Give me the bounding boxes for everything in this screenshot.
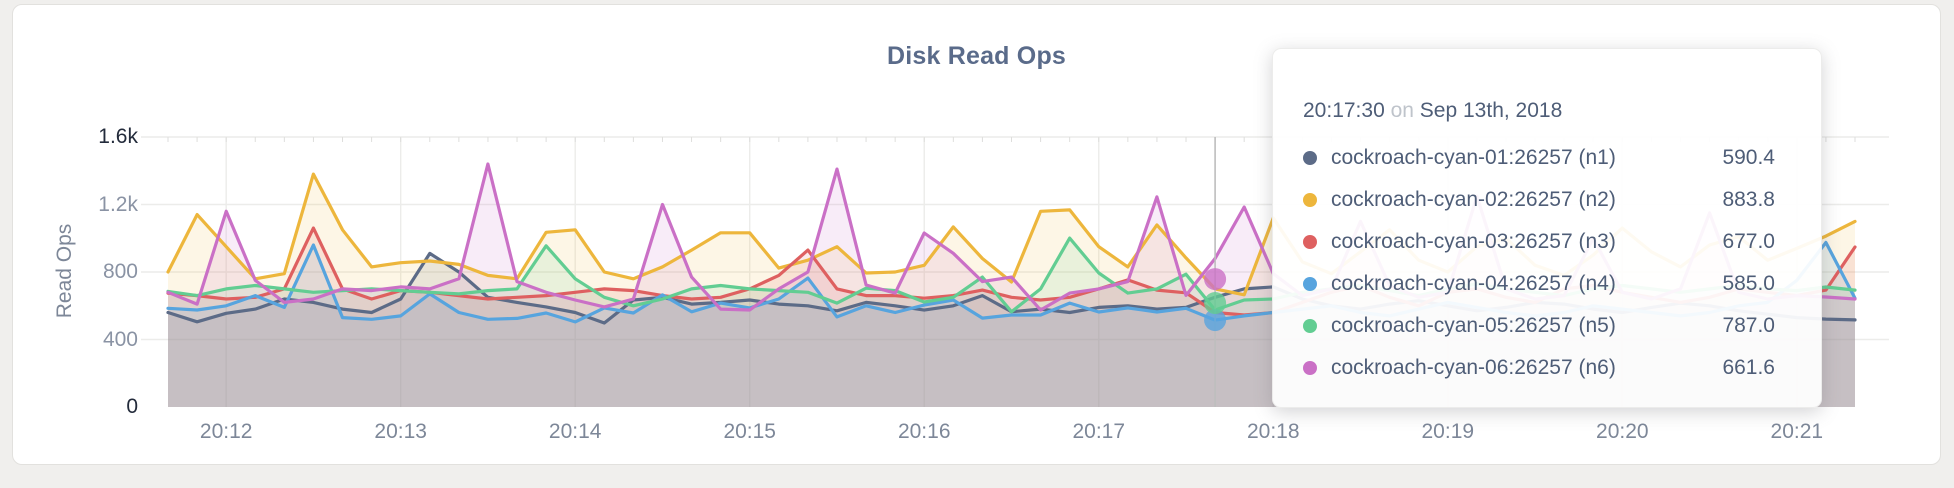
tooltip-title: 20:17:30 on Sep 13th, 2018: [1303, 97, 1775, 125]
series-dot-icon: [1303, 319, 1317, 333]
tooltip-series-label: cockroach-cyan-02:26257 (n2): [1331, 188, 1616, 211]
tooltip-series-label: cockroach-cyan-01:26257 (n1): [1331, 146, 1616, 169]
tooltip-series-value: 883.8: [1722, 188, 1775, 211]
tooltip-time: 20:17:30: [1303, 99, 1385, 122]
x-tick-label: 20:16: [897, 420, 951, 443]
hover-dot: [1204, 268, 1227, 291]
x-tick-label: 20:12: [199, 420, 253, 443]
series-dot-icon: [1303, 193, 1317, 207]
tooltip-row: cockroach-cyan-03:26257 (n3) 677.0: [1303, 221, 1775, 263]
series-dot-icon: [1303, 235, 1317, 249]
tooltip-row: cockroach-cyan-01:26257 (n1) 590.4: [1303, 137, 1775, 179]
series-dot-icon: [1303, 277, 1317, 291]
tooltip-date: Sep 13th, 2018: [1419, 99, 1563, 122]
tooltip-series-value: 585.0: [1722, 272, 1775, 295]
tooltip-series-label: cockroach-cyan-05:26257 (n5): [1331, 314, 1616, 337]
tooltip-series-label: cockroach-cyan-06:26257 (n6): [1331, 356, 1616, 379]
hover-dot: [1204, 292, 1227, 315]
x-tick-label: 20:19: [1421, 420, 1475, 443]
x-tick-label: 20:20: [1596, 420, 1649, 443]
x-tick-label: 20:14: [548, 420, 602, 443]
hover-dot: [1204, 309, 1227, 332]
tooltip-series-value: 661.6: [1722, 356, 1775, 379]
x-tick-label: 20:17: [1072, 420, 1126, 443]
tooltip-series-value: 677.0: [1722, 230, 1775, 253]
tooltip-on-word: on: [1390, 99, 1414, 122]
y-tick-label: 0: [126, 395, 138, 418]
y-tick-label: 1.2k: [98, 192, 138, 216]
hover-tooltip: 20:17:30 on Sep 13th, 2018 cockroach-cya…: [1272, 48, 1822, 408]
tooltip-row: cockroach-cyan-06:26257 (n6) 661.6: [1303, 347, 1775, 389]
y-tick-label: 400: [102, 327, 138, 351]
chart-title: Disk Read Ops: [886, 42, 1067, 70]
tooltip-series-label: cockroach-cyan-03:26257 (n3): [1331, 230, 1616, 253]
x-tick-label: 20:18: [1246, 420, 1300, 443]
tooltip-row: cockroach-cyan-02:26257 (n2) 883.8: [1303, 179, 1775, 221]
series-dot-icon: [1303, 151, 1317, 165]
x-tick-label: 20:15: [723, 420, 776, 443]
x-tick-label: 20:13: [374, 420, 427, 443]
tooltip-series-value: 787.0: [1722, 314, 1775, 337]
y-tick-label: 1.6k: [98, 125, 138, 148]
tooltip-series-label: cockroach-cyan-04:26257 (n4): [1331, 272, 1616, 295]
tooltip-row: cockroach-cyan-04:26257 (n4) 585.0: [1303, 263, 1775, 305]
x-tick-label: 20:21: [1770, 420, 1824, 443]
series-dot-icon: [1303, 361, 1317, 375]
tooltip-row: cockroach-cyan-05:26257 (n5) 787.0: [1303, 305, 1775, 347]
y-tick-label: 800: [102, 260, 138, 283]
tooltip-series-value: 590.4: [1722, 146, 1775, 169]
